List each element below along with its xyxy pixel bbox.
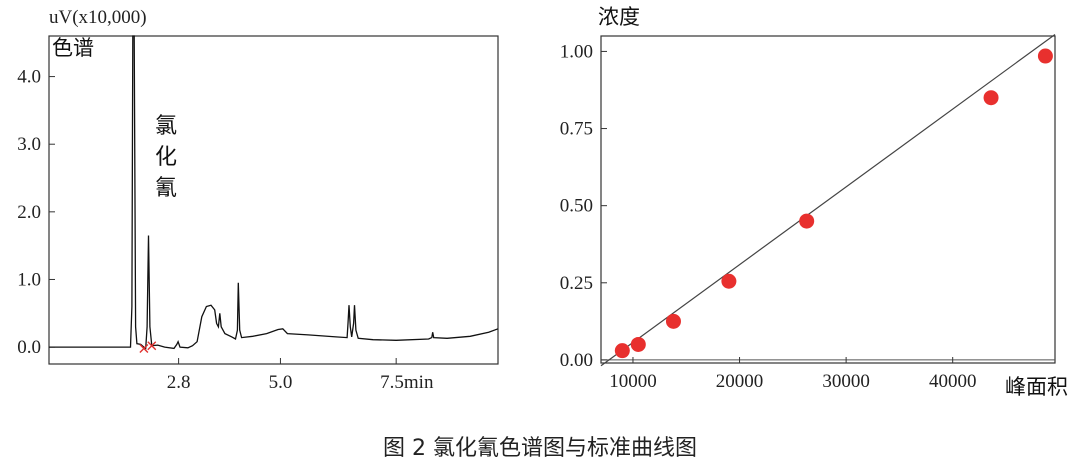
annotation-char-3: 氰: [155, 176, 177, 201]
marker-stroke: [147, 341, 157, 351]
chromatogram-x-tick-label: 5.0: [269, 372, 293, 393]
calibration-x-axis-label: 峰面积: [1005, 375, 1068, 399]
calibration-y-tick-label: 1.00: [560, 41, 593, 62]
chromatogram-trace: [49, 35, 499, 350]
integration-marker: [147, 341, 157, 351]
calibration-x-tick-label: 20000: [716, 371, 764, 392]
calibration-y-tick-label: 0.25: [560, 273, 593, 294]
calibration-y-tick-label: 0.50: [560, 196, 593, 217]
chromatogram-y-tick-label: 3.0: [17, 134, 41, 155]
chromatogram-y-tick-label: 4.0: [17, 67, 41, 88]
calibration-point: [665, 313, 681, 329]
calibration-x-tick-label: 30000: [822, 371, 870, 392]
chromatogram-x-ticks: 2.8 5.0 7.5min: [167, 358, 434, 393]
chromatogram-y-tick-label: 0.0: [17, 337, 41, 358]
integration-markers: [139, 341, 157, 353]
calibration-fit-line: [600, 33, 1056, 367]
calibration-frame: [600, 35, 1056, 364]
chromatogram-panel: uV(x10,000) 色谱 氯 化 氰 0.0 1.0 2.0 3.0 4.0 2.8…: [17, 7, 499, 393]
calibration-point: [1037, 48, 1053, 64]
chromatogram-x-tick-label: 2.8: [167, 372, 191, 393]
calibration-x-tick-label: 40000: [929, 371, 977, 392]
calibration-panel: 浓度 峰面积 0.00 0.25 0.50 0.75 1.00 10000 20000 30…: [560, 5, 1068, 399]
calibration-y-tick-label: 0.75: [560, 119, 593, 140]
calibration-y-tick-label: 0.00: [560, 350, 593, 371]
chromatogram-frame: [48, 35, 499, 365]
calibration-x-ticks: 10000 20000 30000 40000: [609, 357, 976, 392]
chromatogram-panel-label: 色谱: [52, 36, 94, 60]
calibration-point: [614, 343, 630, 359]
annotation-char-1: 氯: [155, 114, 177, 139]
chromatogram-x-tick-label: 7.5min: [380, 372, 434, 393]
chromatogram-y-tick-label: 1.0: [17, 269, 41, 290]
annotation-char-2: 化: [155, 145, 177, 170]
chromatogram-y-axis-label: uV(x10,000): [49, 7, 147, 28]
marker-stroke: [139, 343, 149, 353]
calibration-y-ticks: 0.00 0.25 0.50 0.75 1.00: [560, 41, 607, 371]
calibration-y-axis-label: 浓度: [598, 5, 640, 29]
compound-annotation: 氯 化 氰: [155, 114, 177, 201]
calibration-point: [983, 90, 999, 106]
calibration-point: [799, 213, 815, 229]
chromatogram-y-ticks: 0.0 1.0 2.0 3.0 4.0: [17, 67, 55, 358]
figure-caption: 图 2 氯化氰色谱图与标准曲线图: [383, 436, 697, 461]
chromatogram-y-tick-label: 2.0: [17, 202, 41, 223]
calibration-x-tick-label: 10000: [609, 371, 657, 392]
calibration-points: [614, 48, 1053, 359]
calibration-point: [721, 273, 737, 289]
integration-marker: [139, 343, 149, 353]
calibration-point: [630, 336, 646, 352]
